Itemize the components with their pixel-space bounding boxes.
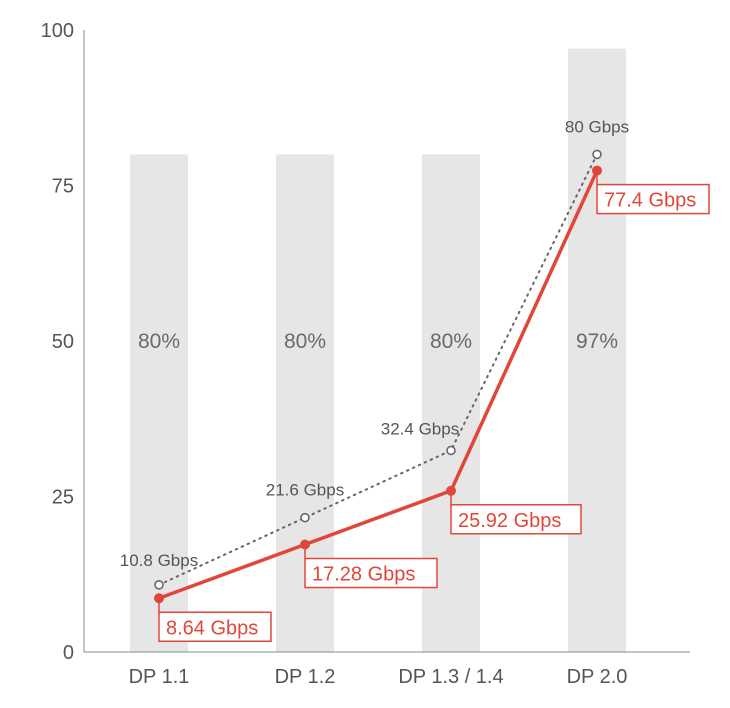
raw-bandwidth-label: 21.6 Gbps: [266, 481, 344, 500]
raw-bandwidth-point: [300, 512, 310, 523]
y-tick-label: 25: [52, 487, 74, 509]
efficiency-label: 80%: [430, 330, 472, 353]
raw-bandwidth-point: [592, 149, 602, 160]
effective-bandwidth-label: 8.64 Gbps: [166, 617, 258, 639]
efficiency-label: 97%: [576, 330, 618, 353]
raw-bandwidth-point: [446, 445, 456, 456]
effective-bandwidth-label: 77.4 Gbps: [604, 190, 696, 212]
efficiency-label: 80%: [284, 330, 326, 353]
raw-bandwidth-point: [154, 580, 164, 590]
y-tick-label: 100: [41, 20, 74, 42]
callout-box: [596, 183, 710, 215]
raw-bandwidth-line: [158, 153, 598, 586]
x-tick-label: DP 1.2: [275, 666, 336, 688]
y-tick-label: 75: [52, 176, 74, 198]
efficiency-bar: [130, 154, 188, 652]
x-tick-label: DP 1.1: [129, 666, 190, 688]
effective-bandwidth-callout: 77.4 Gbps: [596, 170, 710, 215]
callout-box: [304, 557, 438, 589]
effective-bandwidth-callout: 17.28 Gbps: [304, 544, 438, 589]
effective-bandwidth-label: 17.28 Gbps: [312, 564, 415, 586]
raw-bandwidth-label: 80 Gbps: [565, 117, 629, 136]
x-tick-label: DP 2.0: [567, 666, 628, 688]
effective-bandwidth-callout: 8.64 Gbps: [158, 598, 272, 643]
y-tick-label: 50: [52, 331, 74, 353]
callout-box: [158, 611, 272, 643]
x-tick-label: DP 1.3 / 1.4: [398, 666, 503, 688]
effective-bandwidth-line: [158, 169, 599, 600]
y-tick-label: 0: [63, 642, 74, 664]
efficiency-label: 80%: [138, 330, 180, 353]
effective-bandwidth-callout: 25.92 Gbps: [450, 490, 582, 535]
raw-bandwidth-label: 10.8 Gbps: [120, 551, 198, 570]
raw-bandwidth-label: 32.4 Gbps: [381, 419, 459, 438]
callout-box: [450, 504, 582, 535]
efficiency-bar: [568, 48, 626, 653]
effective-bandwidth-label: 25.92 Gbps: [458, 510, 561, 532]
